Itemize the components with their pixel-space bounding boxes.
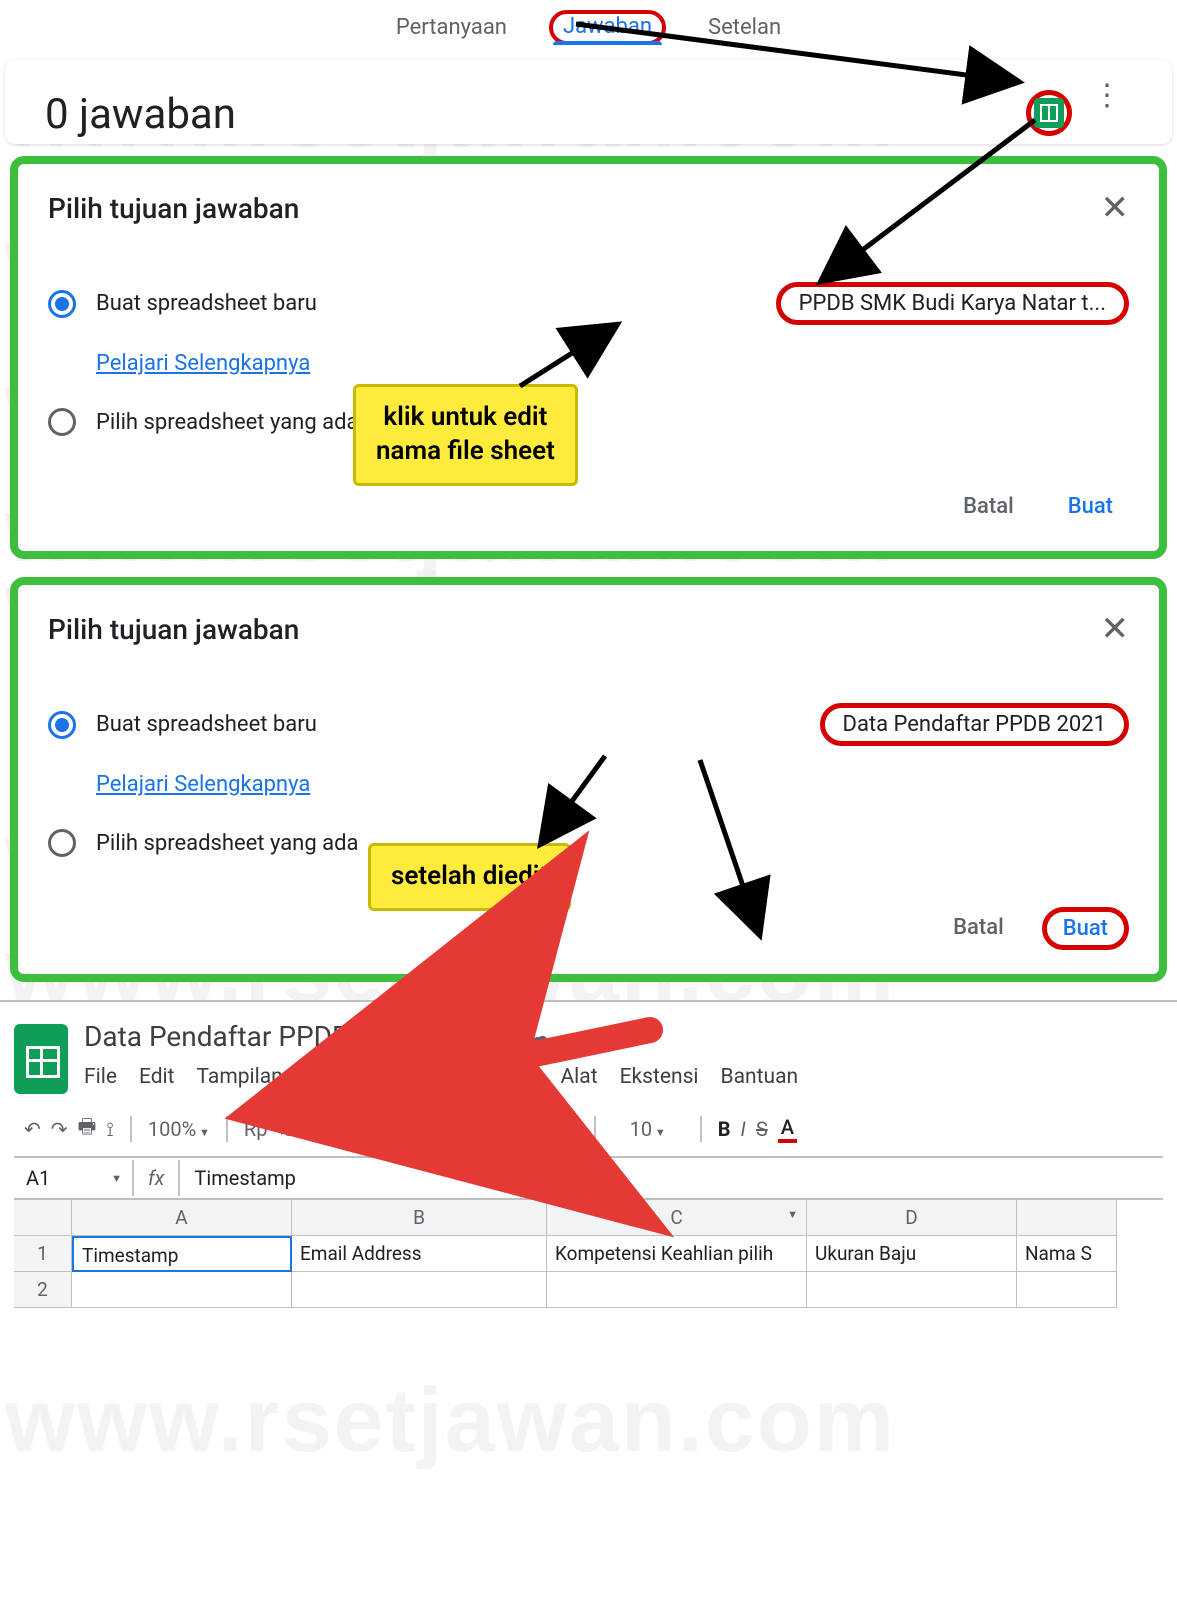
row-header-2[interactable]: 2: [14, 1272, 72, 1308]
tab-active-underline: [553, 41, 662, 45]
row-header-1[interactable]: 1: [14, 1236, 72, 1272]
decrease-decimal-button[interactable]: .0: [302, 1117, 319, 1141]
select-all-cell[interactable]: [14, 1200, 72, 1236]
sheets-window: Data Pendaftar PPDB 2021 ☆ ▭ ☁ File Edit…: [0, 1000, 1177, 1308]
paint-format-button[interactable]: ⟟: [106, 1117, 113, 1141]
radio-existing-spreadsheet-row[interactable]: Pilih spreadsheet yang ada: [48, 815, 1129, 871]
radio-new-spreadsheet[interactable]: [48, 711, 76, 739]
font-size-select[interactable]: 10: [612, 1117, 684, 1141]
redo-button[interactable]: ↷: [51, 1117, 68, 1141]
font-select[interactable]: Default (Ari...: [448, 1117, 578, 1141]
cell[interactable]: [1017, 1272, 1117, 1308]
cell[interactable]: Nama S: [1017, 1236, 1117, 1272]
radio-existing-label: Pilih spreadsheet yang ada: [96, 410, 358, 435]
dialog-title: Pilih tujuan jawaban: [48, 192, 299, 225]
tab-pertanyaan[interactable]: Pertanyaan: [384, 10, 519, 45]
cell[interactable]: Timestamp: [72, 1236, 292, 1272]
formula-input[interactable]: Timestamp: [180, 1160, 309, 1196]
spreadsheet-name-input[interactable]: Data Pendaftar PPDB 2021: [820, 703, 1130, 746]
zoom-select[interactable]: 100%: [148, 1117, 210, 1141]
spreadsheet-grid[interactable]: A B C D 1 Timestamp Email Address Kompet…: [14, 1200, 1163, 1308]
learn-more-link[interactable]: Pelajari Selengkapnya: [48, 339, 310, 394]
fx-label: fx: [134, 1160, 180, 1196]
form-tabs: Pertanyaan Jawaban Setelan: [0, 0, 1177, 60]
cell[interactable]: Ukuran Baju: [807, 1236, 1017, 1272]
toolbar: ↶ ↷ 🖶 ⟟ 100% Rp % .0 .00 123 Default (Ar…: [14, 1094, 1163, 1158]
strike-button[interactable]: S: [756, 1117, 768, 1141]
watermark: www.rsetjawan.com: [5, 1370, 896, 1473]
menu-tools[interactable]: Alat: [560, 1065, 597, 1089]
sheets-app-icon[interactable]: [14, 1024, 68, 1094]
col-header-A[interactable]: A: [72, 1200, 292, 1236]
tab-setelan[interactable]: Setelan: [696, 10, 793, 45]
col-header-C[interactable]: C: [547, 1200, 807, 1236]
callout-after-edit: setelah diedit: [368, 843, 571, 911]
sheets-icon: [1034, 98, 1064, 128]
cell[interactable]: Kompetensi Keahlian pilih: [547, 1236, 807, 1272]
destination-dialog-2: Pilih tujuan jawaban ✕ Buat spreadsheet …: [10, 577, 1167, 982]
responses-count: 0 jawaban: [45, 90, 1132, 139]
menubar: File Edit Tampilan Sisipkan Format Data …: [84, 1053, 798, 1089]
cancel-button[interactable]: Batal: [939, 907, 1018, 950]
text-color-button[interactable]: A: [778, 1115, 797, 1143]
currency-button[interactable]: Rp: [244, 1117, 268, 1141]
create-button[interactable]: Buat: [1042, 907, 1129, 950]
cancel-button[interactable]: Batal: [949, 486, 1028, 527]
radio-new-spreadsheet-row[interactable]: Buat spreadsheet baru PPDB SMK Budi Kary…: [48, 268, 1129, 339]
cell[interactable]: [72, 1272, 292, 1308]
destination-dialog-1: Pilih tujuan jawaban ✕ Buat spreadsheet …: [10, 156, 1167, 559]
cell-reference[interactable]: A1: [14, 1160, 134, 1196]
more-menu-button[interactable]: ⋮: [1092, 90, 1122, 102]
radio-existing-spreadsheet[interactable]: [48, 408, 76, 436]
radio-new-spreadsheet[interactable]: [48, 290, 76, 318]
tab-jawaban-label: Jawaban: [563, 14, 652, 39]
dialog-title: Pilih tujuan jawaban: [48, 613, 299, 646]
radio-new-label: Buat spreadsheet baru: [96, 712, 317, 737]
percent-button[interactable]: %: [277, 1117, 292, 1141]
menu-help[interactable]: Bantuan: [721, 1065, 799, 1089]
cell[interactable]: [807, 1272, 1017, 1308]
radio-existing-spreadsheet[interactable]: [48, 829, 76, 857]
cloud-status-icon: ☁: [525, 1020, 553, 1053]
star-icon[interactable]: ☆: [437, 1020, 462, 1053]
undo-button[interactable]: ↶: [24, 1117, 41, 1141]
col-header-B[interactable]: B: [292, 1200, 547, 1236]
callout-edit-name: klik untuk editnama file sheet: [353, 384, 578, 486]
cell[interactable]: [547, 1272, 807, 1308]
spreadsheet-name-input[interactable]: PPDB SMK Budi Karya Natar t...: [776, 282, 1129, 325]
italic-button[interactable]: I: [741, 1117, 746, 1141]
menu-extensions[interactable]: Ekstensi: [620, 1065, 699, 1089]
col-header-next[interactable]: [1017, 1200, 1117, 1236]
menu-format[interactable]: Format: [406, 1065, 473, 1089]
doc-title[interactable]: Data Pendaftar PPDB 2021: [84, 1020, 419, 1053]
radio-existing-spreadsheet-row[interactable]: Pilih spreadsheet yang ada: [48, 394, 1129, 450]
col-header-D[interactable]: D: [807, 1200, 1017, 1236]
radio-new-spreadsheet-row[interactable]: Buat spreadsheet baru Data Pendaftar PPD…: [48, 689, 1129, 760]
create-button[interactable]: Buat: [1052, 486, 1129, 527]
close-button[interactable]: ✕: [1101, 188, 1130, 228]
close-button[interactable]: ✕: [1101, 609, 1130, 649]
menu-file[interactable]: File: [84, 1065, 117, 1089]
tab-jawaban[interactable]: Jawaban: [549, 10, 666, 45]
radio-new-label: Buat spreadsheet baru: [96, 291, 317, 316]
bold-button[interactable]: B: [718, 1117, 731, 1141]
cell[interactable]: [292, 1272, 547, 1308]
create-spreadsheet-button[interactable]: [1026, 90, 1072, 136]
learn-more-link[interactable]: Pelajari Selengkapnya: [48, 760, 310, 815]
radio-existing-label: Pilih spreadsheet yang ada: [96, 831, 358, 856]
formula-bar: A1 fx Timestamp: [14, 1158, 1163, 1200]
menu-data[interactable]: Data: [495, 1065, 539, 1089]
cell[interactable]: Email Address: [292, 1236, 547, 1272]
menu-view[interactable]: Tampilan: [197, 1065, 283, 1089]
responses-card: 0 jawaban ⋮: [5, 60, 1172, 144]
menu-edit[interactable]: Edit: [139, 1065, 175, 1089]
increase-decimal-button[interactable]: .00: [329, 1117, 357, 1141]
menu-insert[interactable]: Sisipkan: [305, 1065, 384, 1089]
print-button[interactable]: 🖶: [78, 1112, 97, 1146]
number-format-button[interactable]: 123: [366, 1117, 413, 1141]
move-folder-icon[interactable]: ▭: [480, 1020, 506, 1053]
